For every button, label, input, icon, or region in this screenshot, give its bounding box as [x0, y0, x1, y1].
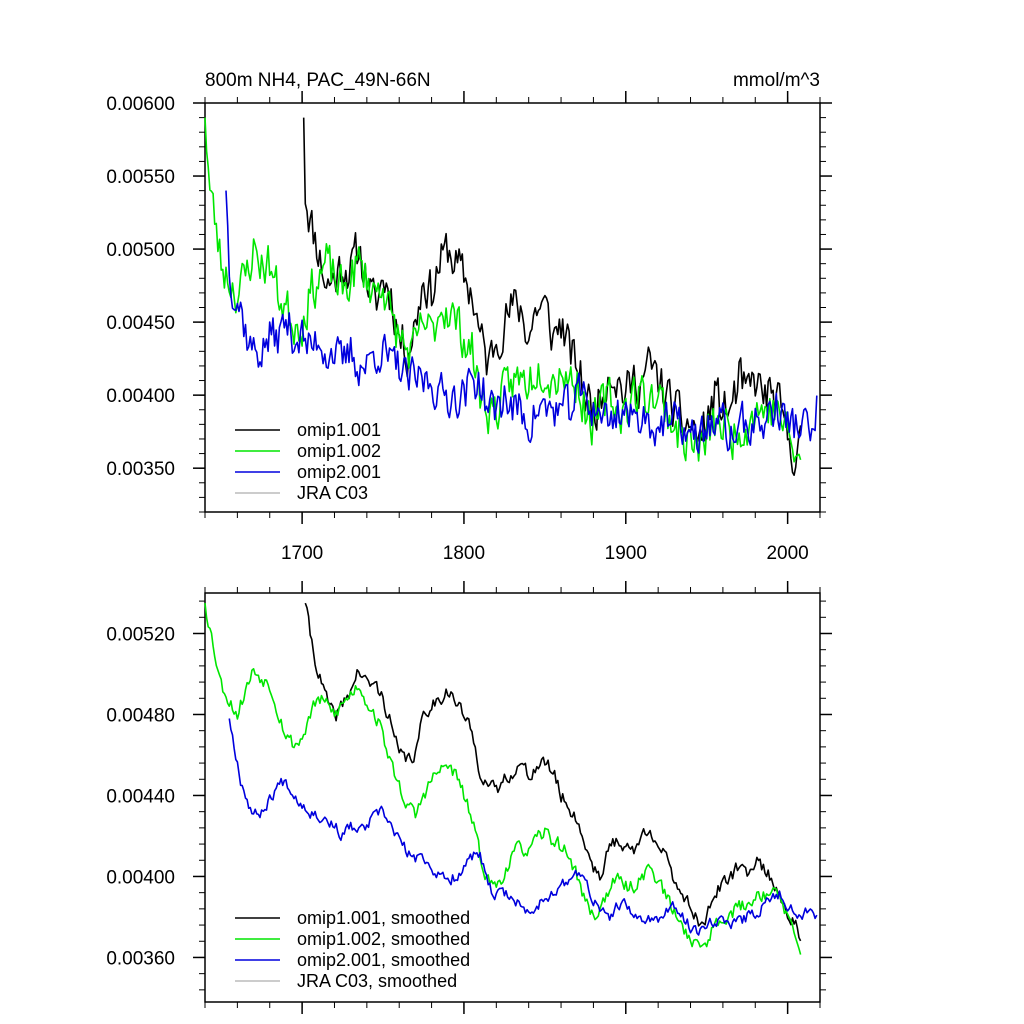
legend-label: omip1.001, smoothed: [297, 908, 470, 928]
series-line: [204, 117, 802, 463]
bottom-panel: 0.00360 0.00400 0.00440 0.00480 0.00520 omip…: [106, 581, 832, 1014]
top-panel: 800m NH4, PAC_49N-66N mmol/m^3 0.003500.…: [106, 70, 832, 564]
legend-label: omip1.001: [297, 420, 381, 440]
bottom-plot-frame: [204, 592, 821, 1003]
y-tick-label: 0.00400: [106, 867, 175, 888]
legend-label: omip1.002: [297, 441, 381, 461]
top-panel-units: mmol/m^3: [733, 70, 820, 91]
legend-label: omip1.002, smoothed: [297, 929, 470, 949]
y-tick-label: 0.00480: [106, 705, 175, 726]
y-tick-label: 0.00440: [106, 786, 175, 807]
y-tick-label: 0.00550: [106, 167, 175, 188]
series-line: [302, 117, 802, 477]
bottom-axis-ticks: 0.00360 0.00400 0.00440 0.00480 0.00520: [106, 581, 832, 1014]
x-tick-label: 2000: [766, 543, 808, 564]
y-tick-label: 0.00350: [106, 459, 175, 480]
top-axis-ticks: 0.00350 0.00400 0.00450 0.00500 0.00550 0.006…: [106, 91, 832, 564]
x-tick-label: 1900: [605, 543, 647, 564]
y-tick-label: 0.00360: [106, 948, 175, 969]
series-line: [304, 602, 802, 942]
series-line: [225, 190, 818, 454]
bottom-series: [204, 602, 818, 955]
top-series: [204, 117, 818, 477]
y-tick-label: 0.00450: [106, 313, 175, 334]
x-tick-label: 1800: [443, 543, 485, 564]
legend-label: omip2.001, smoothed: [297, 950, 470, 970]
y-tick-label: 0.00600: [106, 94, 175, 115]
y-tick-label: 0.00400: [106, 386, 175, 407]
legend-label: omip2.001: [297, 462, 381, 482]
series-line: [204, 603, 802, 955]
x-tick-label: 1700: [281, 543, 323, 564]
series-line: [228, 718, 818, 936]
top-panel-title: 800m NH4, PAC_49N-66N: [205, 70, 431, 91]
y-tick-label: 0.00500: [106, 240, 175, 261]
legend-label: JRA C03, smoothed: [297, 971, 457, 991]
y-tick-label: 0.00520: [106, 624, 175, 645]
legend-label: JRA C03: [297, 483, 368, 503]
